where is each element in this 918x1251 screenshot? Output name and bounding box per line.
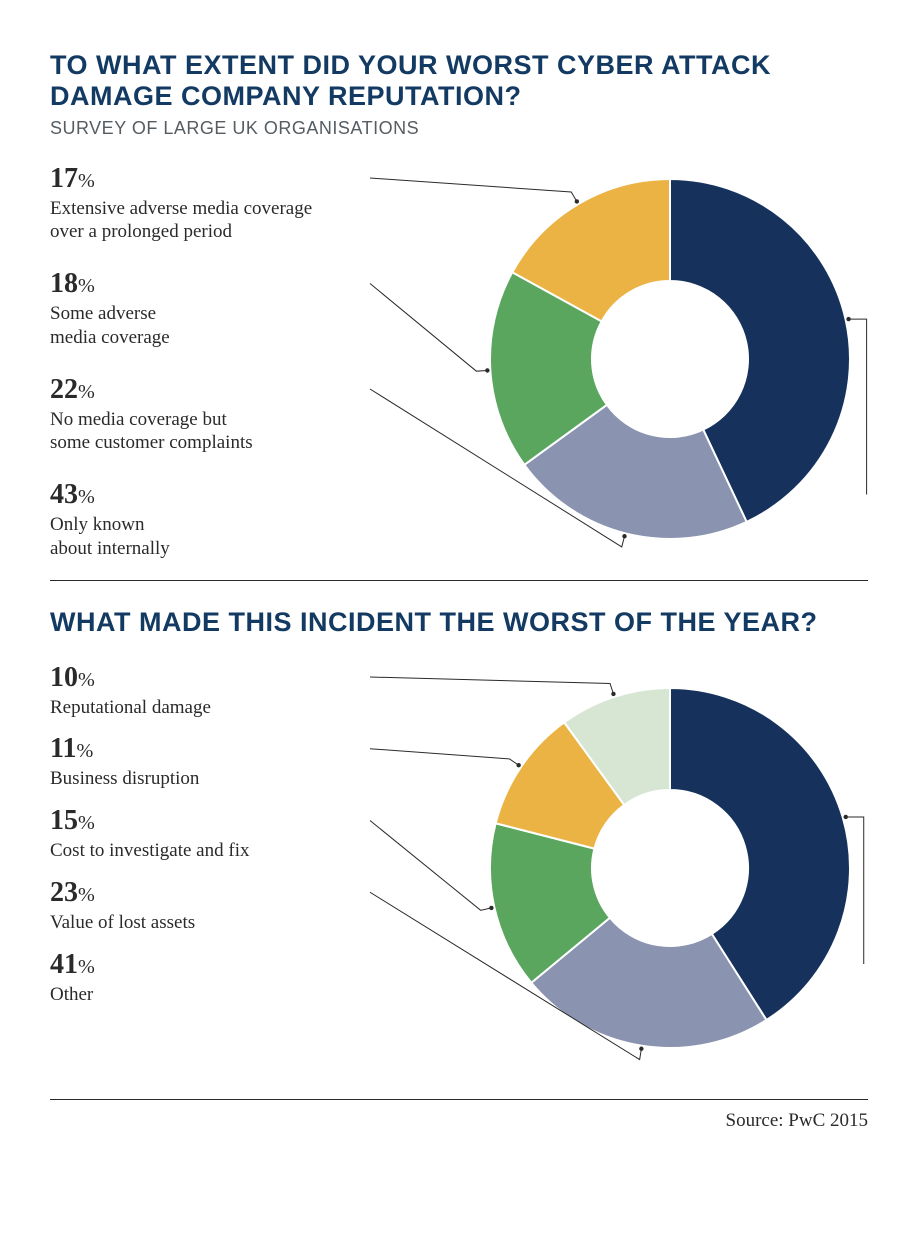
chart-subtitle: SURVEY OF LARGE UK ORGANISATIONS	[50, 118, 868, 139]
legend-percentage: 41%	[50, 949, 95, 981]
leader-dot	[846, 317, 850, 321]
legend-label: Other	[50, 983, 95, 1007]
chart-section: TO WHAT EXTENT DID YOUR WORST CYBER ATTA…	[50, 50, 868, 574]
leader-line	[370, 677, 613, 694]
legend-label: Business disruption	[50, 767, 199, 791]
legend-percentage: 23%	[50, 877, 195, 909]
legend-item: 17%Extensive adverse media coverage over…	[50, 163, 320, 245]
legend-item: 22%No media coverage but some customer c…	[50, 374, 261, 456]
leader-dot	[575, 199, 579, 203]
leader-line	[370, 749, 519, 765]
chart-title: TO WHAT EXTENT DID YOUR WORST CYBER ATTA…	[50, 50, 868, 112]
legend-item: 11%Business disruption	[50, 733, 207, 791]
legend-label: Only known about internally	[50, 513, 170, 561]
legend-label: Value of lost assets	[50, 911, 195, 935]
legend-label: No media coverage but some customer comp…	[50, 408, 253, 456]
leader-dot	[844, 815, 848, 819]
leader-dot	[485, 368, 489, 372]
leader-dot	[611, 692, 615, 696]
chart-body: 17%Extensive adverse media coverage over…	[50, 164, 868, 574]
legend-item: 41%Other	[50, 949, 103, 1007]
legend-item: 43%Only known about internally	[50, 479, 178, 561]
leader-line	[370, 284, 487, 372]
leader-dot	[622, 534, 626, 538]
legend-item: 23%Value of lost assets	[50, 877, 203, 935]
legend-percentage: 11%	[50, 733, 199, 765]
legend-percentage: 18%	[50, 268, 170, 300]
legend-percentage: 22%	[50, 374, 253, 406]
legend-percentage: 17%	[50, 163, 312, 195]
legend-percentage: 10%	[50, 662, 211, 694]
legend-label: Reputational damage	[50, 696, 211, 720]
leader-line	[370, 178, 577, 201]
legend-item: 15%Cost to investigate and fix	[50, 805, 257, 863]
legend-label: Cost to investigate and fix	[50, 839, 249, 863]
divider-rule	[50, 580, 868, 581]
leader-dot	[516, 763, 520, 767]
leader-line	[849, 319, 867, 494]
chart-body: 10%Reputational damage 11%Business disrup…	[50, 663, 868, 1093]
legend-label: Some adverse media coverage	[50, 302, 170, 350]
legend-item: 18%Some adverse media coverage	[50, 268, 178, 350]
source-attribution: Source: PwC 2015	[50, 1110, 868, 1132]
leader-dot	[639, 1047, 643, 1051]
leader-line	[370, 821, 491, 911]
legend-percentage: 15%	[50, 805, 249, 837]
chart-section: WHAT MADE THIS INCIDENT THE WORST OF THE…	[50, 607, 868, 1093]
legend-item: 10%Reputational damage	[50, 662, 219, 720]
leader-dot	[489, 906, 493, 910]
chart-title: WHAT MADE THIS INCIDENT THE WORST OF THE…	[50, 607, 868, 638]
divider-rule	[50, 1099, 868, 1100]
legend-label: Extensive adverse media coverage over a …	[50, 197, 312, 245]
legend-percentage: 43%	[50, 479, 170, 511]
